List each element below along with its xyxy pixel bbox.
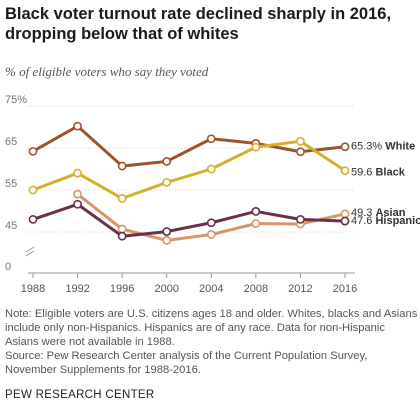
line-chart: 0 45 55 65 75% 1988 1992 1996 2000 2004 2008 2012 20…	[5, 94, 420, 295]
source-line: Source: Pew Research Center analysis of …	[5, 350, 368, 362]
y-tick-label: 55	[5, 178, 17, 190]
data-point-white	[73, 121, 82, 131]
series-line-white	[32, 124, 346, 168]
y-tick-label: 65	[5, 136, 17, 148]
data-point-hispanic	[162, 227, 172, 236]
data-point-asian	[340, 209, 350, 219]
chart-subtitle: % of eligible voters who say they voted	[5, 64, 209, 79]
axis-break-mark	[25, 250, 35, 257]
note-line: Asians were not available in 1988.	[5, 336, 175, 348]
data-point-hispanic	[251, 207, 261, 216]
series-end-label-black: 59.6 Black	[351, 167, 406, 179]
x-tick-label: 2008	[244, 283, 268, 295]
data-point-white	[296, 147, 305, 157]
data-point-hispanic	[28, 214, 38, 224]
x-tick-label: 1988	[21, 283, 45, 295]
series-end-label-hispanic: 47.6 Hispanic	[351, 215, 420, 227]
y-tick-label: 0	[5, 261, 11, 273]
source-line: November Supplements for 1988-2016.	[5, 364, 201, 376]
brand-name: PEW RESEARCH CENTER	[5, 389, 155, 401]
data-point-white	[206, 134, 216, 144]
data-point-black	[296, 136, 305, 146]
data-point-black	[206, 164, 216, 174]
data-point-asian	[251, 219, 261, 228]
data-point-asian	[162, 235, 172, 245]
series-end-label-asian: 49.3 Asian	[351, 207, 406, 219]
data-point-white	[340, 142, 350, 152]
data-point-hispanic	[296, 214, 305, 224]
data-point-black	[162, 178, 172, 187]
x-tick-label: 2004	[199, 283, 223, 295]
series-end-label-white: 65.3% White	[351, 141, 415, 153]
series-line-hispanic	[32, 202, 346, 238]
data-point-black	[73, 168, 82, 178]
x-tick-label: 2000	[154, 283, 178, 295]
data-point-white	[117, 161, 127, 171]
x-tick-label: 1996	[110, 283, 134, 295]
x-tick-label: 2012	[288, 283, 312, 295]
data-point-hispanic	[117, 231, 127, 241]
chart-note: Note: Eligible voters are U.S. citizens …	[5, 307, 417, 377]
data-point-asian	[73, 189, 82, 199]
data-point-hispanic	[206, 218, 216, 228]
data-point-hispanic	[340, 216, 350, 226]
note-line: Note: Eligible voters are U.S. citizens …	[5, 308, 418, 320]
data-point-black	[28, 185, 38, 195]
note-line: include only non-Hispanics. Hispanics ar…	[5, 322, 385, 334]
data-point-black	[251, 142, 261, 152]
x-tick-label: 1992	[65, 283, 89, 295]
data-point-white	[28, 146, 38, 156]
x-tick-label: 2016	[333, 283, 357, 295]
data-point-asian	[206, 230, 216, 239]
data-point-hispanic	[73, 199, 82, 209]
series-line-black	[32, 139, 346, 200]
chart-title: Black voter turnout rate declined sharpl…	[5, 5, 392, 43]
data-point-asian	[117, 224, 127, 234]
data-point-white	[162, 157, 172, 166]
data-point-black	[117, 193, 127, 203]
y-tick-label: 75%	[5, 94, 27, 106]
axis-break-mark	[25, 246, 35, 253]
data-point-black	[340, 166, 350, 176]
y-tick-label: 45	[5, 220, 17, 232]
